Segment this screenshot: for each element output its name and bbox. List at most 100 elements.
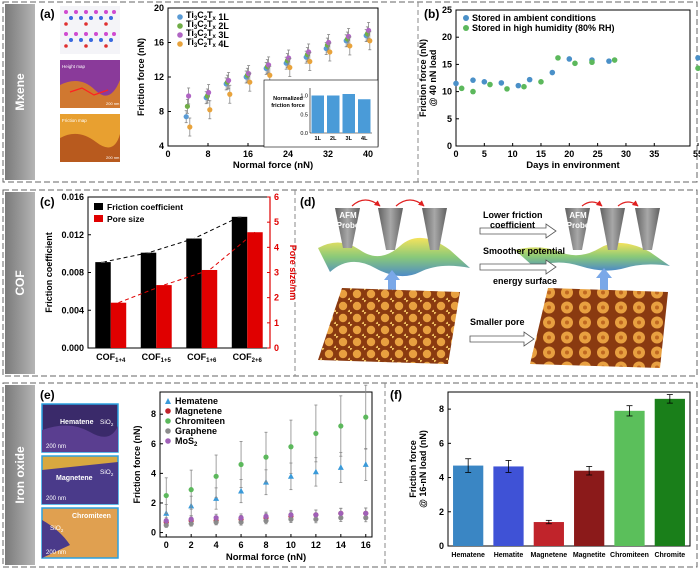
chart-b-point-ambient bbox=[453, 80, 459, 87]
cof-stm-image-right bbox=[530, 288, 668, 368]
row-label-mxene-text: Mxene bbox=[13, 73, 27, 111]
mos2-sub: 2 bbox=[194, 442, 198, 448]
chart-c-ytick-left-label: 0.016 bbox=[61, 192, 84, 202]
panel-e-label: (e) bbox=[40, 388, 55, 402]
chart-a-legend-part: T bbox=[207, 37, 213, 47]
chart-e-point-chromiteen bbox=[338, 423, 344, 429]
chart-a-legend-part: Ti bbox=[186, 19, 194, 29]
chart-f-ytick-label: 6 bbox=[439, 438, 444, 448]
sio2-main: SiO bbox=[100, 419, 111, 426]
blue-arrow-right bbox=[596, 268, 612, 292]
chart-b-xtick-label: 15 bbox=[536, 149, 546, 159]
chart-a-ytick-label: 12 bbox=[154, 72, 164, 82]
chart-a-inset-ytick: 1.0 bbox=[300, 94, 308, 100]
chart-e-point-mos2 bbox=[163, 518, 169, 524]
chart-c-xtick-label: COF1+6 bbox=[187, 352, 217, 364]
chart-c-xtick-sub: 2+6 bbox=[252, 358, 263, 364]
chart-e-point-mos2 bbox=[338, 510, 344, 516]
chart-a-legend-part: Ti bbox=[186, 28, 194, 38]
chart-a-legend-layer: 3L bbox=[216, 30, 230, 40]
chart-a-legend-marker bbox=[177, 23, 183, 29]
chart-a-legend-part: C bbox=[197, 37, 204, 47]
chart-c-ylabel-right: Pore size/nm bbox=[288, 245, 298, 301]
chart-e-point-chromiteen bbox=[163, 492, 169, 499]
chart-b-ytick-label: 20 bbox=[442, 32, 452, 42]
chart-a-inset-ylabel-2: friction force bbox=[271, 103, 305, 109]
chart-a-point-3L bbox=[366, 27, 372, 34]
hematene-scale: 200 nm bbox=[46, 444, 66, 450]
chart-c-bar-friction bbox=[95, 262, 111, 348]
chart-c-ytick-left-label: 0.004 bbox=[61, 305, 84, 315]
chart-e-xtick-label: 2 bbox=[189, 540, 194, 550]
chart-e-point-chromiteen bbox=[313, 430, 319, 437]
chart-b-ylabel-1: Friction force (nN) bbox=[418, 39, 428, 117]
chart-b-point-humidity bbox=[458, 85, 465, 92]
chart-e-ytick-label: 2 bbox=[151, 498, 156, 508]
chart-b: 05101520253035550510152025Days in enviro… bbox=[418, 5, 700, 171]
chart-a-legend-part: Ti bbox=[186, 10, 194, 20]
chart-a-xtick-label: 0 bbox=[165, 149, 170, 159]
row-frame-iron-oxide bbox=[2, 382, 698, 568]
chart-e-ytick-label: 0 bbox=[151, 528, 156, 538]
chart-c-bar-pore bbox=[156, 285, 172, 348]
chart-a-xtick-label: 16 bbox=[243, 149, 253, 159]
chart-e-point-mos2 bbox=[263, 513, 269, 519]
chart-e-point-mos2 bbox=[363, 510, 369, 516]
afm-probe-left-1 bbox=[335, 208, 360, 248]
text-lower-friction: Lower friction bbox=[483, 210, 543, 220]
chart-e-legend-entry: Graphene bbox=[175, 426, 217, 436]
chart-a-point-4L bbox=[187, 124, 193, 130]
chart-a-legend-marker bbox=[177, 14, 183, 20]
chart-b-ytick-label: 0 bbox=[447, 141, 452, 151]
chart-a-legend-part: 2 bbox=[204, 43, 208, 49]
chart-b-xtick-label: 55 bbox=[693, 149, 700, 159]
chart-b-point-ambient bbox=[549, 69, 556, 76]
chart-e-point-graphene bbox=[213, 519, 219, 525]
chart-e-point-hematene bbox=[337, 464, 344, 470]
chart-a-legend-part: T bbox=[207, 19, 213, 29]
chart-c-xtick-sub: 1+5 bbox=[161, 358, 172, 364]
chart-b-point-ambient bbox=[470, 77, 476, 83]
mxene-structure-image bbox=[60, 6, 120, 54]
chart-f-ytick-label: 2 bbox=[439, 507, 444, 517]
row-frame-cof bbox=[2, 189, 698, 377]
chart-b-point-humidity bbox=[538, 79, 544, 85]
chart-c-xtick-label: COF1+4 bbox=[96, 352, 126, 364]
chart-b-xlabel: Days in environment bbox=[526, 160, 620, 171]
chart-e-xtick-label: 4 bbox=[214, 540, 219, 550]
chart-f-xtick-label: Magnetene bbox=[531, 552, 568, 559]
chromiteen-img-label: Chromiteen bbox=[72, 513, 111, 520]
motion-arrow-left-2 bbox=[395, 199, 425, 207]
chart-b-point-ambient bbox=[566, 56, 573, 62]
chart-b-frame bbox=[455, 9, 691, 147]
chart-a-legend-part: 3 bbox=[194, 25, 198, 31]
row-label-iron-oxide-text: Iron oxide bbox=[13, 446, 27, 504]
sio2-sub: 2 bbox=[61, 528, 64, 533]
chart-b-point-humidity bbox=[589, 59, 595, 66]
chart-a-xtick-label: 24 bbox=[283, 149, 293, 159]
chart-e-xtick-label: 8 bbox=[263, 540, 268, 550]
panel-b-label: (b) bbox=[424, 7, 439, 21]
chart-b-ylabel-2: @ 40 nN load bbox=[428, 50, 438, 107]
chart-a-legend-part: x bbox=[213, 34, 217, 40]
chart-e-point-hematene bbox=[238, 487, 245, 494]
chart-e-xtick-label: 6 bbox=[239, 540, 244, 550]
chart-b-point-humidity bbox=[555, 55, 561, 61]
chart-e-xtick-label: 10 bbox=[286, 540, 296, 550]
chart-a-legend-part: x bbox=[213, 16, 217, 22]
chart-e-legend-entry: MoS2 bbox=[175, 436, 198, 448]
chart-a-legend-part: Ti bbox=[186, 37, 194, 47]
chart-e-ylabel: Friction force (nN) bbox=[132, 425, 142, 503]
chart-c-ytick-right-label: 1 bbox=[274, 318, 279, 328]
chart-f-xtick-label: Hematene bbox=[451, 552, 485, 559]
chart-c-legend-friction: Friction coefficient bbox=[107, 202, 183, 212]
chart-b-xtick-label: 5 bbox=[482, 149, 487, 159]
chart-e-point-chromiteen bbox=[288, 444, 294, 450]
chart-a-xtick-label: 40 bbox=[363, 149, 373, 159]
schematic-d: AFM Probe AFM Probe Lower friction coeff… bbox=[318, 199, 670, 368]
chart-a-inset-ytick: 0.5 bbox=[300, 112, 308, 118]
chart-c-trend-pore bbox=[118, 231, 256, 304]
chart-a-inset-xtick: 1L bbox=[315, 136, 322, 142]
chart-f-ytick-label: 4 bbox=[439, 473, 444, 483]
magnetene-scale: 200 nm bbox=[46, 496, 66, 502]
